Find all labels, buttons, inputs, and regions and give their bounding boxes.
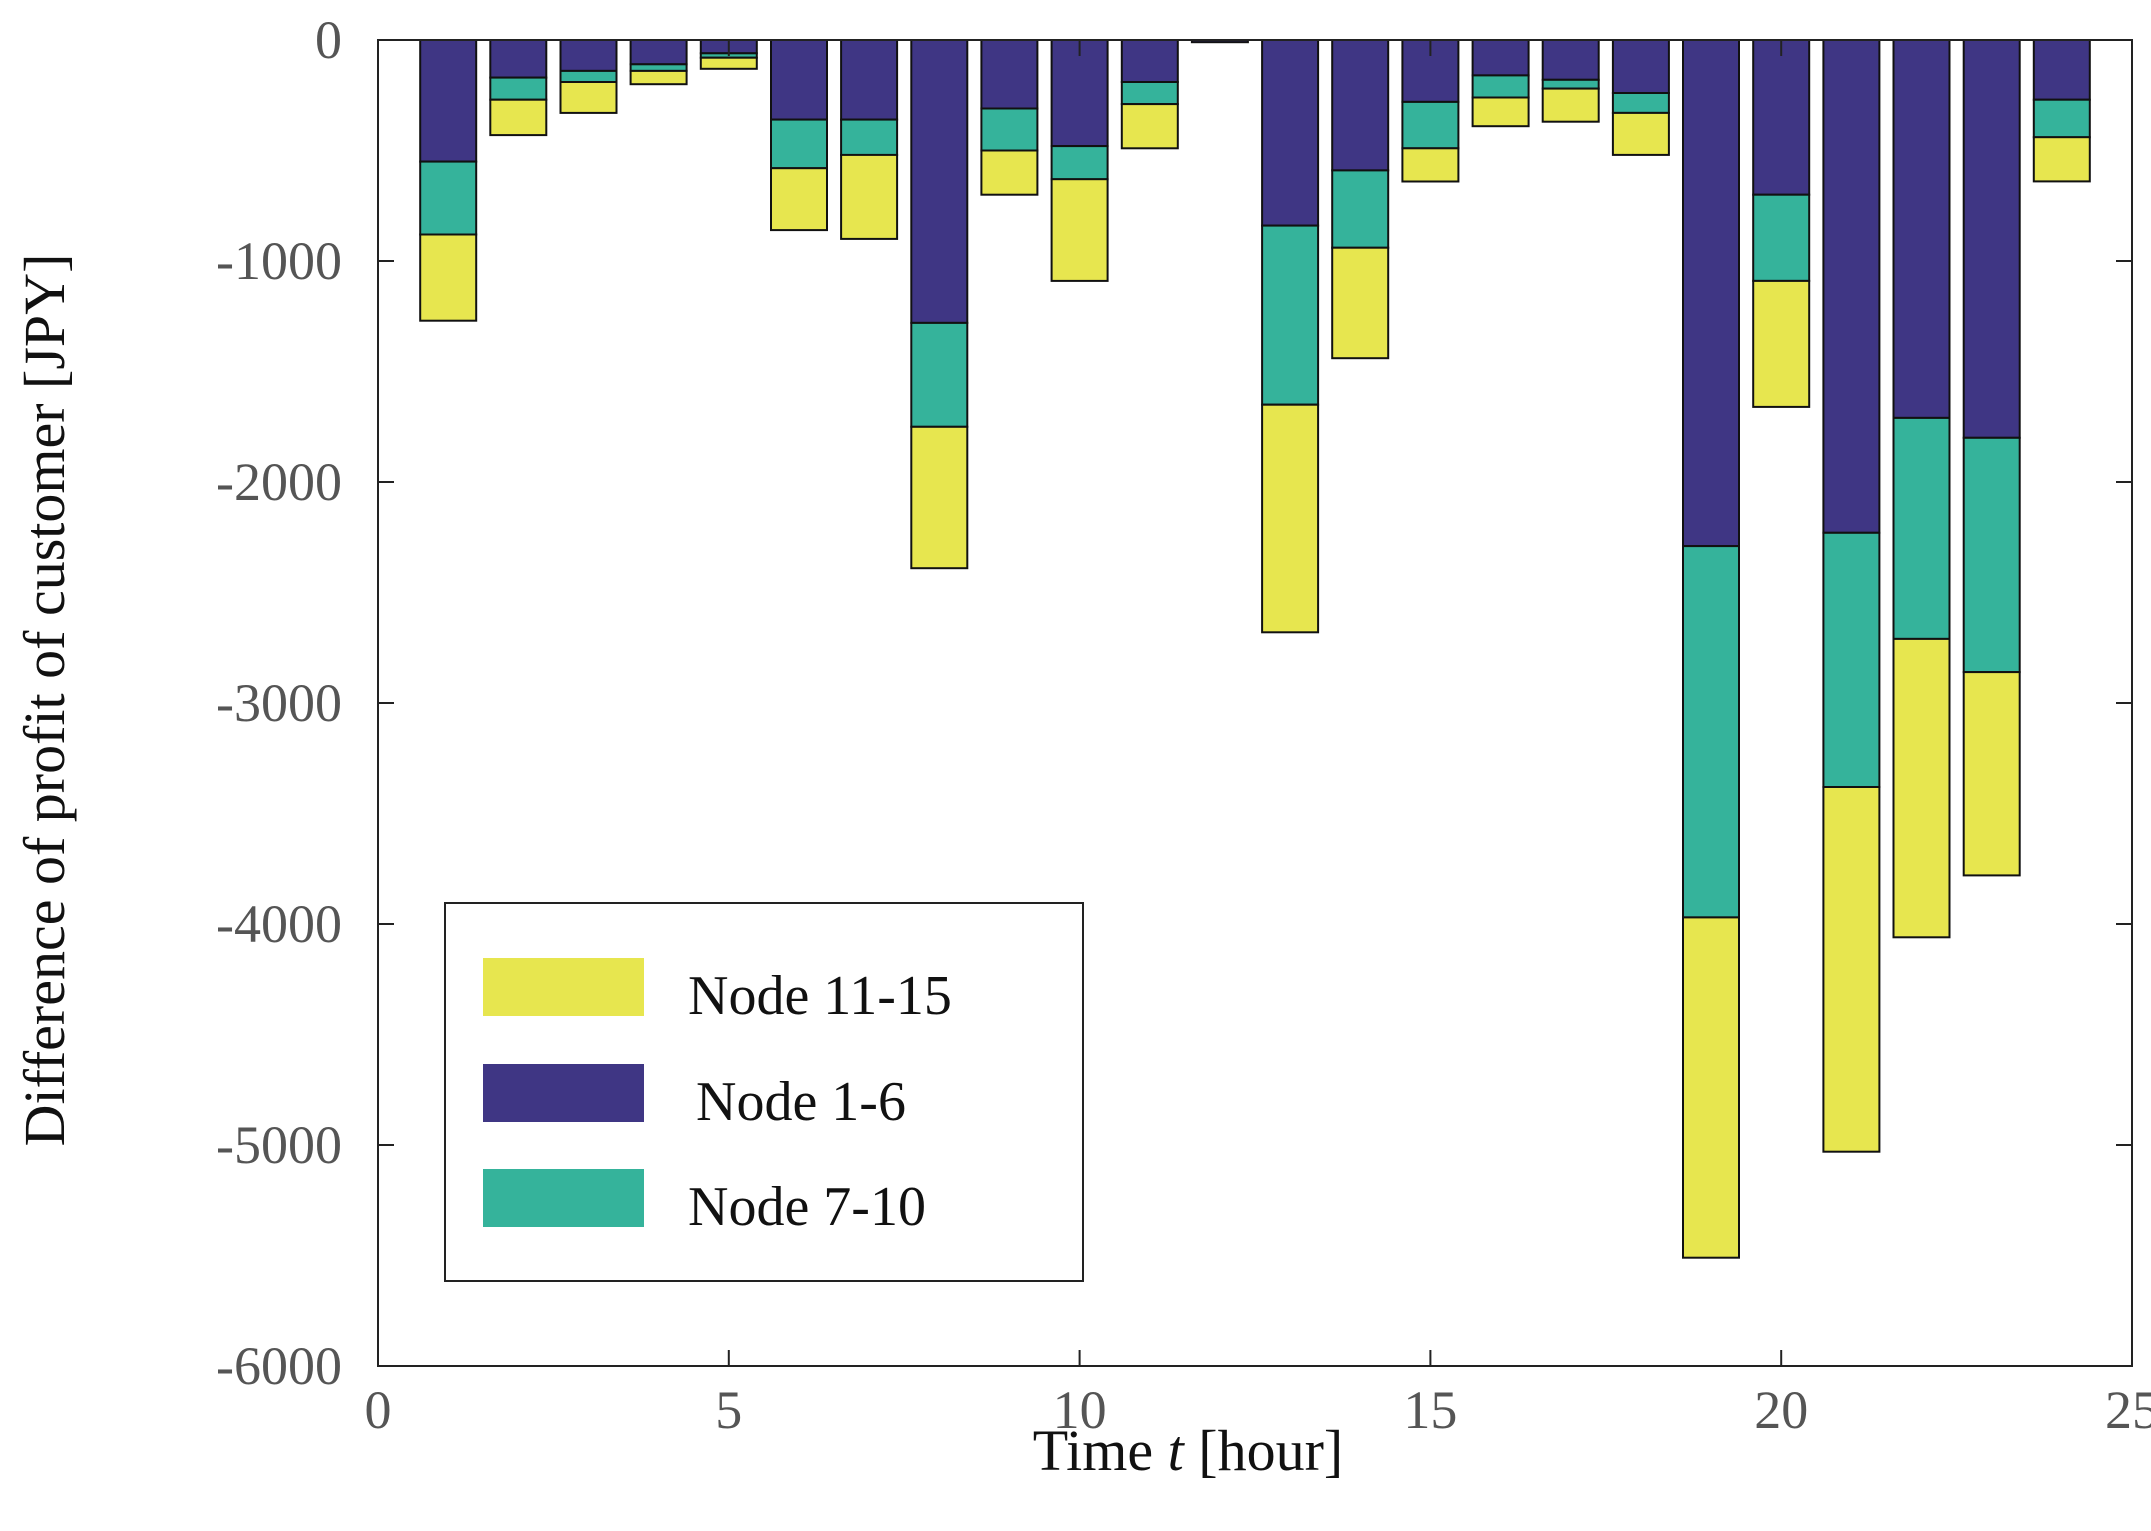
- bar-hour-8-series-2: [910, 321, 969, 428]
- bar-hour-3-series-1: [559, 39, 618, 72]
- ticks-layer: 0 -1000 -2000 -3000 -4000 -5000 -6000 0 5 10 15 20 2…: [216, 10, 2151, 1440]
- bar-hour-20-series-3: [1752, 279, 1811, 408]
- x-tick-label-10: 10: [1053, 1380, 1107, 1440]
- bar-hour-21-series-3: [1822, 786, 1881, 1153]
- x-tick-label-25: 25: [2105, 1380, 2151, 1440]
- bar-hour-15-series-2: [1401, 100, 1460, 150]
- bar-hour-4-series-1: [629, 39, 688, 66]
- bar-hour-20-series-1: [1752, 39, 1811, 196]
- bar-hour-10-series-3: [1050, 178, 1109, 282]
- bar-hour-6-series-3: [770, 167, 828, 232]
- bar-hour-1-series-3: [419, 233, 478, 322]
- x-tick-label-5: 5: [715, 1380, 742, 1440]
- x-tick-label-20: 20: [1754, 1380, 1808, 1440]
- legend-swatch-node-7-10: [483, 1169, 644, 1227]
- bar-hour-2-series-3: [489, 98, 548, 137]
- bar-hour-18-series-2: [1611, 92, 1670, 114]
- bar-hour-17-series-2: [1541, 78, 1600, 90]
- bar-hour-6-series-2: [770, 118, 828, 170]
- bar-hour-14-series-3: [1331, 246, 1390, 360]
- bar-hour-15-series-3: [1401, 147, 1460, 183]
- x-axis-label-before: Time: [1033, 1418, 1168, 1483]
- x-axis-label-after: [hour]: [1184, 1418, 1343, 1483]
- y-tick-label--1000: -1000: [216, 231, 342, 291]
- bar-hour-1-series-2: [419, 160, 478, 236]
- bar-hour-9-series-3: [980, 149, 1039, 196]
- x-axis-label-var: t: [1168, 1418, 1186, 1483]
- bar-hour-23-series-2: [1962, 436, 2021, 674]
- bar-hour-13-series-2: [1261, 224, 1320, 406]
- bar-hour-24-series-1: [2032, 39, 2091, 101]
- bar-hour-11-series-3: [1120, 103, 1179, 150]
- bar-hour-20-series-2: [1752, 193, 1811, 282]
- bar-hour-3-series-3: [559, 81, 618, 114]
- bar-hour-16-series-1: [1471, 39, 1530, 77]
- bar-hour-2-series-1: [489, 39, 548, 79]
- bar-hour-13-series-1: [1261, 39, 1320, 227]
- bar-hour-19-series-2: [1682, 545, 1740, 919]
- x-tick-label-0: 0: [365, 1380, 392, 1440]
- bar-hour-13-series-3: [1261, 403, 1320, 634]
- y-axis-label: Difference of profit of customer [JPY]: [12, 254, 77, 1147]
- bar-hour-8-series-3: [910, 425, 969, 570]
- bar-hour-16-series-2: [1471, 74, 1530, 99]
- bar-hour-6-series-1: [770, 39, 828, 121]
- bar-hour-19-series-1: [1682, 39, 1740, 548]
- bar-hour-7-series-1: [840, 39, 899, 121]
- legend-swatch-node-11-15: [483, 958, 644, 1016]
- bar-hour-9-series-1: [980, 39, 1039, 110]
- y-tick-label--6000: -6000: [216, 1336, 342, 1396]
- bar-hour-22-series-3: [1892, 637, 1951, 939]
- bar-hour-8-series-1: [910, 39, 969, 324]
- bar-hour-18-series-1: [1611, 39, 1670, 94]
- bar-hour-24-series-2: [2032, 98, 2091, 139]
- bar-hour-21-series-2: [1822, 531, 1881, 788]
- bar-hour-21-series-1: [1822, 39, 1881, 534]
- bar-hour-17-series-3: [1541, 87, 1600, 123]
- legend-swatch-node-1-6: [483, 1064, 644, 1122]
- x-tick-label-15: 15: [1403, 1380, 1457, 1440]
- bar-hour-16-series-3: [1471, 96, 1530, 128]
- x-axis-label: Time t [hour]: [1033, 1418, 1343, 1483]
- bar-hour-3-series-2: [559, 69, 618, 84]
- bar-hour-7-series-3: [840, 153, 899, 240]
- legend-label-node-7-10: Node 7-10: [688, 1176, 926, 1238]
- bar-hour-4-series-3: [629, 69, 688, 86]
- bar-hour-14-series-1: [1331, 39, 1390, 172]
- bar-hour-11-series-1: [1120, 39, 1179, 83]
- bar-hour-9-series-2: [980, 107, 1039, 152]
- bar-hour-23-series-1: [1962, 39, 2021, 439]
- bar-hour-2-series-2: [489, 76, 548, 101]
- legend: Node 11-15 Node 1-6 Node 7-10: [444, 902, 1084, 1282]
- bar-hour-24-series-3: [2032, 136, 2091, 183]
- y-tick-label--4000: -4000: [216, 894, 342, 954]
- bar-hour-1-series-1: [419, 39, 478, 163]
- y-tick-label--5000: -5000: [216, 1115, 342, 1175]
- bar-hour-23-series-3: [1962, 671, 2021, 877]
- y-tick-label-0: 0: [315, 10, 342, 70]
- y-tick-label--2000: -2000: [216, 452, 342, 512]
- y-tick-label--3000: -3000: [216, 673, 342, 733]
- bar-hour-19-series-3: [1682, 916, 1740, 1259]
- bars-layer: [419, 39, 2091, 1259]
- bar-hour-5-series-3: [699, 56, 758, 70]
- bar-hour-14-series-2: [1331, 169, 1390, 249]
- bar-hour-11-series-2: [1120, 81, 1179, 106]
- bar-hour-7-series-2: [840, 118, 899, 156]
- legend-label-node-1-6: Node 1-6: [696, 1071, 906, 1133]
- bar-hour-10-series-2: [1050, 145, 1109, 181]
- bar-hour-10-series-1: [1050, 39, 1109, 148]
- bar-hour-22-series-1: [1892, 39, 1951, 419]
- legend-label-node-11-15: Node 11-15: [688, 965, 952, 1027]
- bar-hour-22-series-2: [1892, 416, 1951, 640]
- bar-hour-17-series-1: [1541, 39, 1600, 81]
- bar-hour-18-series-3: [1611, 111, 1670, 156]
